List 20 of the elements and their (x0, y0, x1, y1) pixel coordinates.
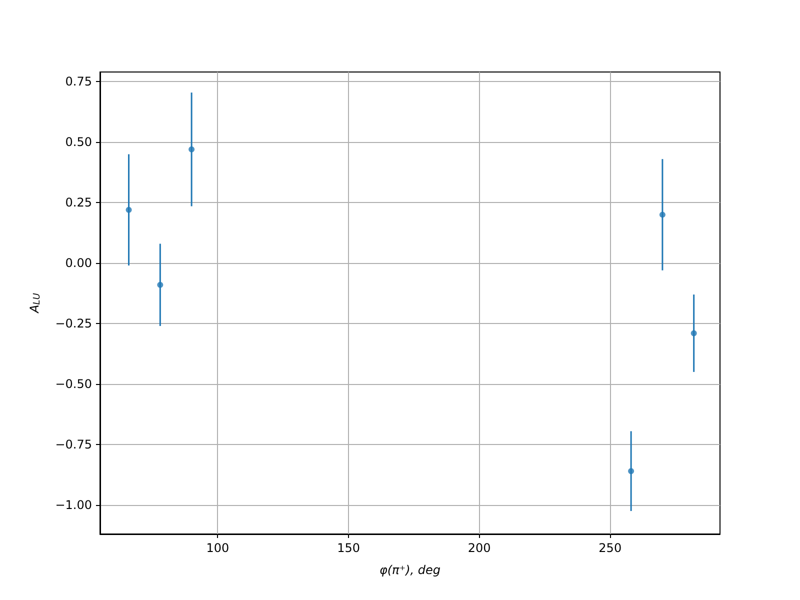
x-tick-label: 100 (206, 541, 230, 555)
y-tick-label: −0.50 (55, 377, 92, 392)
point (188, 146, 195, 152)
y-tick-label: 0.25 (65, 196, 92, 210)
y-tick-label: −1.00 (55, 498, 92, 512)
point (628, 468, 634, 474)
x-tick-label: 200 (468, 541, 491, 555)
point (690, 330, 697, 336)
y-tick-label: −0.25 (55, 316, 92, 331)
point (126, 206, 132, 213)
y-tick-label: 0.00 (65, 256, 92, 270)
point (157, 282, 164, 288)
x-tick-label: 250 (598, 541, 622, 555)
y-tick-label: −0.75 (55, 438, 92, 452)
y-tick-label: 0.50 (65, 135, 92, 150)
point (659, 212, 666, 218)
y-axis-title: ALU (28, 292, 42, 314)
x-tick-label: 150 (337, 541, 360, 555)
y-tick-label: 0.75 (65, 74, 92, 89)
x-axis-title: φ(π⁺), deg (379, 563, 441, 577)
